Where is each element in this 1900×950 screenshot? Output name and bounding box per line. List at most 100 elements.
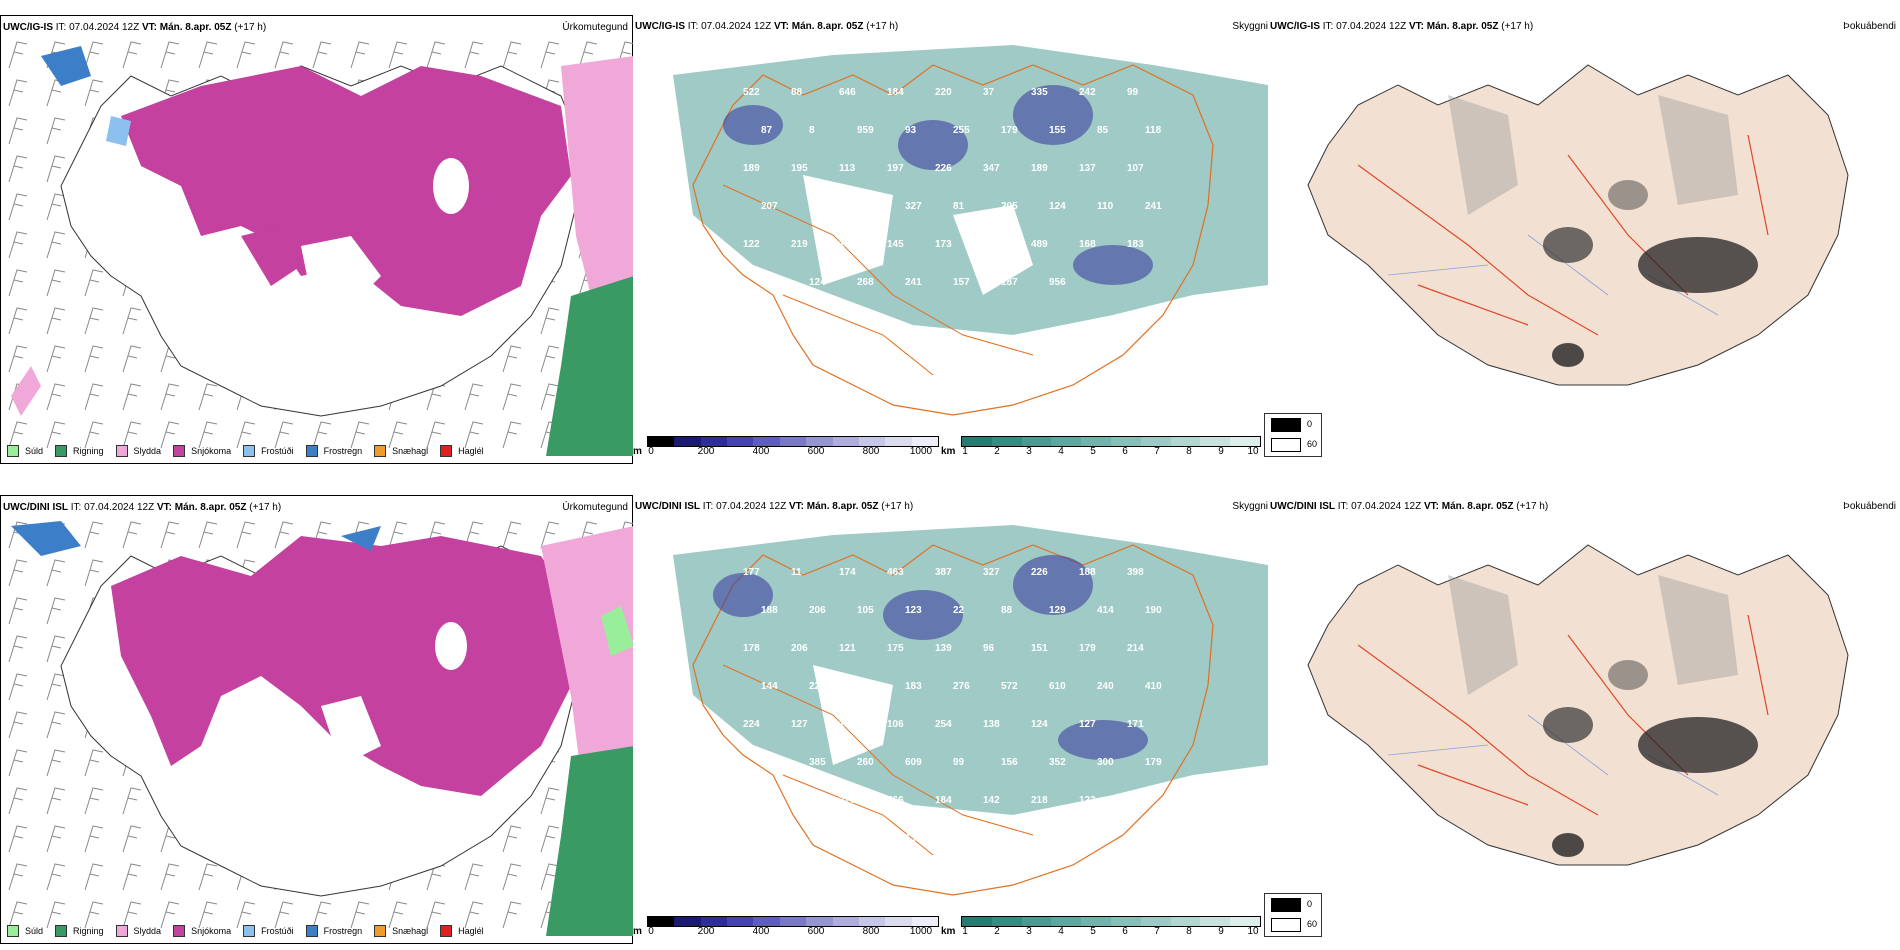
- legend-item-frostregn: Frostregn: [305, 925, 362, 937]
- panel-title: Þokuábendi: [1843, 21, 1896, 32]
- ceiling-label: 385: [809, 757, 826, 768]
- ceiling-label: 414: [1097, 605, 1114, 616]
- rain-area: [546, 746, 634, 936]
- ceiling-label: 106: [887, 719, 904, 730]
- ceiling-label: 157: [953, 277, 970, 288]
- fog-panel-bottom: UWC/DINI ISL IT: 07.04.2024 12Z VT: Mán.…: [1264, 495, 1900, 944]
- ceiling-label: 188: [839, 719, 856, 730]
- ceiling-label: 127: [1079, 719, 1096, 730]
- fog-map: [1307, 64, 1849, 386]
- ceiling-label: 81: [953, 201, 965, 212]
- visibility-colorbar: km 1 2 3 4 5 6 7 8 9 10: [941, 916, 1261, 940]
- ceiling-label: 151: [1031, 643, 1048, 654]
- fog-legend: 0 60: [1264, 413, 1322, 457]
- ceiling-label: 187: [857, 201, 874, 212]
- legend-item-sudl: Súld: [7, 925, 43, 937]
- legend-item-frostudi: Frostúði: [243, 445, 294, 457]
- ceiling-label: 124: [1049, 201, 1066, 212]
- ceiling-label: 255: [953, 125, 970, 136]
- precip-type-panel-top: UWC/IG-IS IT: 07.04.2024 12Z VT: Mán. 8.…: [0, 15, 634, 464]
- ceiling-label: 226: [839, 795, 856, 806]
- sleet-area: [561, 56, 634, 296]
- ceiling-label: 187: [1001, 277, 1018, 288]
- ceiling-label: 183: [1127, 239, 1144, 250]
- ceiling-label: 226: [935, 163, 952, 174]
- ceiling-label: 168: [1079, 239, 1096, 250]
- ceiling-label: 123: [905, 605, 922, 616]
- ceiling-label: 214: [1127, 643, 1144, 654]
- ceiling-label: 179: [1079, 643, 1096, 654]
- ceiling-label: 327: [905, 201, 922, 212]
- ceiling-label: 327: [983, 567, 1000, 578]
- ceiling-label: 108: [791, 795, 808, 806]
- ceiling-label: 276: [953, 681, 970, 692]
- iceland-outline: [692, 64, 1214, 416]
- ceiling-label: 189: [743, 163, 760, 174]
- ceiling-label: 171: [1127, 719, 1144, 730]
- snow-area: [111, 536, 581, 796]
- iceland-outline: [1307, 544, 1849, 866]
- ceiling-label: 155: [1049, 125, 1066, 136]
- panel-title: Úrkomutegund: [562, 22, 628, 33]
- ceiling-label: 144: [761, 681, 778, 692]
- ceiling-label: 572: [1001, 681, 1018, 692]
- ceiling-label: 123: [1079, 795, 1096, 806]
- legend-item-snaehagl: Snæhagl: [374, 925, 428, 937]
- ceiling-label: 254: [935, 719, 952, 730]
- ceiling-label: 174: [839, 567, 856, 578]
- ceiling-label: 142: [983, 795, 1000, 806]
- sleet-area: [541, 526, 634, 776]
- precip-legend: Súld Rigning Slydda Snjókoma Frostúði Fr…: [7, 442, 496, 460]
- ceiling-label: 11: [791, 567, 802, 578]
- precip-type-panel-bottom: UWC/DINI ISL IT: 07.04.2024 12Z VT: Mán.…: [0, 495, 634, 944]
- cloud-base-map-top: 522 88 646 184 220 37 335 242 99 87 8 959 93 255 179 15…: [673, 45, 1268, 416]
- ceiling-label: 96: [983, 643, 995, 654]
- ceiling-label: 179: [1001, 125, 1018, 136]
- ceiling-label: 113: [839, 163, 856, 174]
- ceiling-label: 206: [791, 643, 808, 654]
- ceiling-label: 178: [743, 643, 760, 654]
- ceiling-label: 300: [1097, 757, 1114, 768]
- legend-item-slydda: Slydda: [115, 445, 161, 457]
- precip-map: [1, 36, 634, 456]
- ceiling-label: 156: [1001, 757, 1018, 768]
- ceiling-label: 268: [857, 277, 874, 288]
- rain-area: [546, 276, 634, 456]
- ceiling-label: 138: [983, 719, 1000, 730]
- ceiling-label: 99: [1127, 87, 1139, 98]
- ceiling-label: 347: [983, 163, 1000, 174]
- ceiling-label: 184: [887, 87, 904, 98]
- ceiling-label: 37: [983, 87, 995, 98]
- ceiling-label: 173: [935, 239, 952, 250]
- ceiling-label: 88: [1001, 605, 1013, 616]
- ceiling-label: 226: [1031, 567, 1048, 578]
- ceiling-label: 129: [1049, 605, 1066, 616]
- ceiling-label: 205: [1001, 201, 1018, 212]
- ceiling-label: 164: [743, 795, 760, 806]
- legend-item-snjokoma: Snjókoma: [173, 925, 231, 937]
- ceiling-label: 181: [857, 681, 874, 692]
- ceiling-label: 117: [761, 277, 778, 288]
- ceiling-label: 241: [1145, 201, 1162, 212]
- ceiling-label: 8: [809, 125, 815, 136]
- ceiling-label: 81: [761, 833, 773, 844]
- ceiling-label: 335: [1031, 87, 1048, 98]
- ceiling-label: 398: [1127, 567, 1144, 578]
- precip-map: [1, 516, 634, 936]
- ceiling-label: 190: [1145, 605, 1162, 616]
- fog-map: [1307, 544, 1849, 866]
- ceiling-labels: 177 11 174 463 387 327 226 188 398 188 206 105 123 22…: [743, 567, 1162, 844]
- ceiling-label: 106: [983, 239, 1000, 250]
- ceiling-label: 137: [1079, 163, 1096, 174]
- ceiling-label: 260: [857, 757, 874, 768]
- ceiling-label: 189: [1031, 163, 1048, 174]
- ceiling-label: 90: [761, 757, 773, 768]
- ceiling-label: 131: [905, 833, 922, 844]
- visibility-colorbar: km 1 2 3 4 5 6 7 8 9 10: [941, 436, 1261, 460]
- ceiling-label: 219: [791, 239, 808, 250]
- legend-item-rigning: Rigning: [55, 445, 104, 457]
- ceiling-colorbar: m 0 200 400 600 800 1000: [633, 916, 943, 940]
- ceiling-label: 352: [1049, 757, 1066, 768]
- ceiling-label: 124: [809, 277, 826, 288]
- ceiling-label: 188: [761, 605, 778, 616]
